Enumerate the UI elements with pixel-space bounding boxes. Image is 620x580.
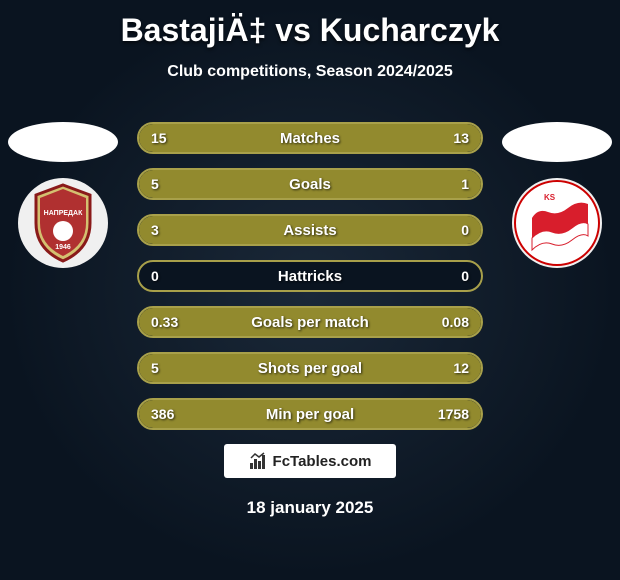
page-title: BastajiÄ‡ vs Kucharczyk	[0, 0, 620, 49]
stat-label: Hattricks	[139, 262, 481, 290]
branding-logo[interactable]: FcTables.com	[224, 444, 396, 478]
stat-row: 51Goals	[137, 168, 483, 200]
stats-container: 1513Matches 51Goals 30Assists 00Hattricks 0.…	[137, 122, 483, 444]
stat-label: Goals per match	[139, 308, 481, 336]
stat-label: Min per goal	[139, 400, 481, 428]
svg-text:KS: KS	[544, 193, 556, 202]
stat-label: Goals	[139, 170, 481, 198]
stat-row: 00Hattricks	[137, 260, 483, 292]
player-avatar-left	[8, 122, 118, 162]
stat-label: Matches	[139, 124, 481, 152]
club-crest-right: KS	[512, 178, 602, 268]
stat-row: 512Shots per goal	[137, 352, 483, 384]
stat-row: 30Assists	[137, 214, 483, 246]
branding-text: FcTables.com	[273, 453, 372, 470]
svg-text:НАПРЕДАК: НАПРЕДАК	[44, 210, 83, 217]
stat-row: 3861758Min per goal	[137, 398, 483, 430]
flag-circle-icon: KS	[514, 180, 600, 266]
shield-icon: НАПРЕДАК 1946	[28, 183, 98, 263]
stat-label: Shots per goal	[139, 354, 481, 382]
stat-row: 1513Matches	[137, 122, 483, 154]
club-crest-left: НАПРЕДАК 1946	[18, 178, 108, 268]
season-subtitle: Club competitions, Season 2024/2025	[0, 63, 620, 81]
snapshot-date: 18 january 2025	[0, 498, 620, 518]
stat-row: 0.330.08Goals per match	[137, 306, 483, 338]
svg-text:1946: 1946	[55, 244, 71, 251]
player-avatar-right	[502, 122, 612, 162]
stat-label: Assists	[139, 216, 481, 244]
chart-icon	[249, 452, 267, 470]
